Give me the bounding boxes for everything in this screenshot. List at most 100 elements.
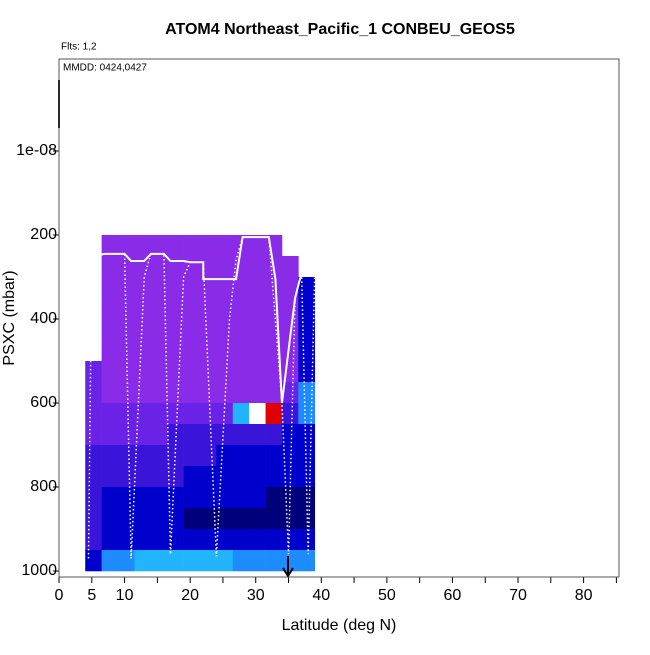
curtain-cell [265,549,283,572]
curtain-cell [216,507,234,530]
curtain-cell [167,360,184,383]
curtain-cell [265,486,283,509]
curtain-cell [150,234,168,257]
curtain-cell [265,381,283,404]
curtain-cell [183,507,201,530]
curtain-cell [199,507,217,530]
curtain-cell [281,549,299,572]
curtain-cell [216,528,234,551]
curtain-cell [101,549,119,572]
curtain-cell [232,360,250,383]
curtain-cell [118,528,135,551]
curtain-cell [85,381,102,404]
curtain-cell [183,276,201,299]
curtain-cell [265,507,283,530]
curtain-cell [216,444,234,467]
curtain-cell [249,423,266,446]
curtain-cell [101,528,119,551]
curtain-cell [167,234,184,257]
x-tick-label: 30 [247,587,265,604]
curtain-cell [167,444,184,467]
curtain-cell [101,234,119,257]
y-tick-label: 400 [30,310,57,327]
curtain-cell [265,423,283,446]
curtain-cell [232,318,250,341]
curtain-cell [101,297,119,320]
curtain-cell [232,444,250,467]
curtain-cell [216,486,234,509]
curtain-cell [199,423,217,446]
curtain-cell [167,486,184,509]
curtain-cell [199,465,217,488]
flight-track [87,236,322,559]
curtain-cell [167,549,184,572]
curtain-cell [232,528,250,551]
curtain-cell [167,423,184,446]
curtain-cell [249,297,266,320]
curtain-cell [199,486,217,509]
curtain-cell [101,318,119,341]
x-tick-label: 40 [312,587,330,604]
curtain-cell [249,381,266,404]
curtain-cell [101,339,119,362]
curtain-cell [150,381,168,404]
curtain-cell [249,465,266,488]
curtain-cell [298,297,316,320]
curtain-cell [216,297,234,320]
y-tick-label: 200 [30,226,57,243]
curtain-cell [249,486,266,509]
curtain-cell [298,381,316,404]
curtain-cell [298,360,316,383]
curtain-cell [118,234,135,257]
curtain-cell [249,528,266,551]
curtain-cell [183,549,201,572]
curtain [85,234,316,572]
axes: 0 5 10 20 30 40 50 60 70 80 1e-08 200 400 600 800 1000 [16,142,617,604]
curtain-cell [216,276,234,299]
curtain-cell [199,549,217,572]
curtain-cell [134,297,152,320]
curtain-cell [298,423,316,446]
arrow-head [282,567,294,578]
curtain-cell [134,423,152,446]
curtain-cell [134,507,152,530]
curtain-cell [249,444,266,467]
curtain-cell [216,402,234,425]
curtain-cell [281,423,299,446]
curtain-cell [298,465,316,488]
curtain-cell [265,360,283,383]
curtain-cell [101,507,119,530]
curtain-cell [232,381,250,404]
curtain-cell [265,297,283,320]
curtain-cell [183,486,201,509]
curtain-cell [298,444,316,467]
curtain-cell [199,234,217,257]
curtain-cell [232,255,250,278]
curtain-cell [101,276,119,299]
curtain-cell [281,255,299,278]
curtain-cell [101,423,119,446]
curtain-cell [150,297,168,320]
x-tick-label: 60 [444,587,462,604]
curtain-cell [183,318,201,341]
curtain-cell [265,528,283,551]
curtain-cell [183,234,201,257]
curtain-cell [167,276,184,299]
curtain-cell [167,465,184,488]
x-tick-label: 70 [509,587,527,604]
y-tick-label: 600 [30,394,57,411]
curtain-cell [199,318,217,341]
curtain-cell [150,255,168,278]
curtain-cell [199,528,217,551]
curtain-cell [167,297,184,320]
curtain-cell [216,360,234,383]
curtain-cell [85,423,102,446]
curtain-cell [101,255,119,278]
curtain-cell [298,339,316,362]
curtain-cell [134,381,152,404]
curtain-cell [101,486,119,509]
curtain-cell [216,255,234,278]
curtain-cell [216,549,234,572]
curtain-cell [150,276,168,299]
